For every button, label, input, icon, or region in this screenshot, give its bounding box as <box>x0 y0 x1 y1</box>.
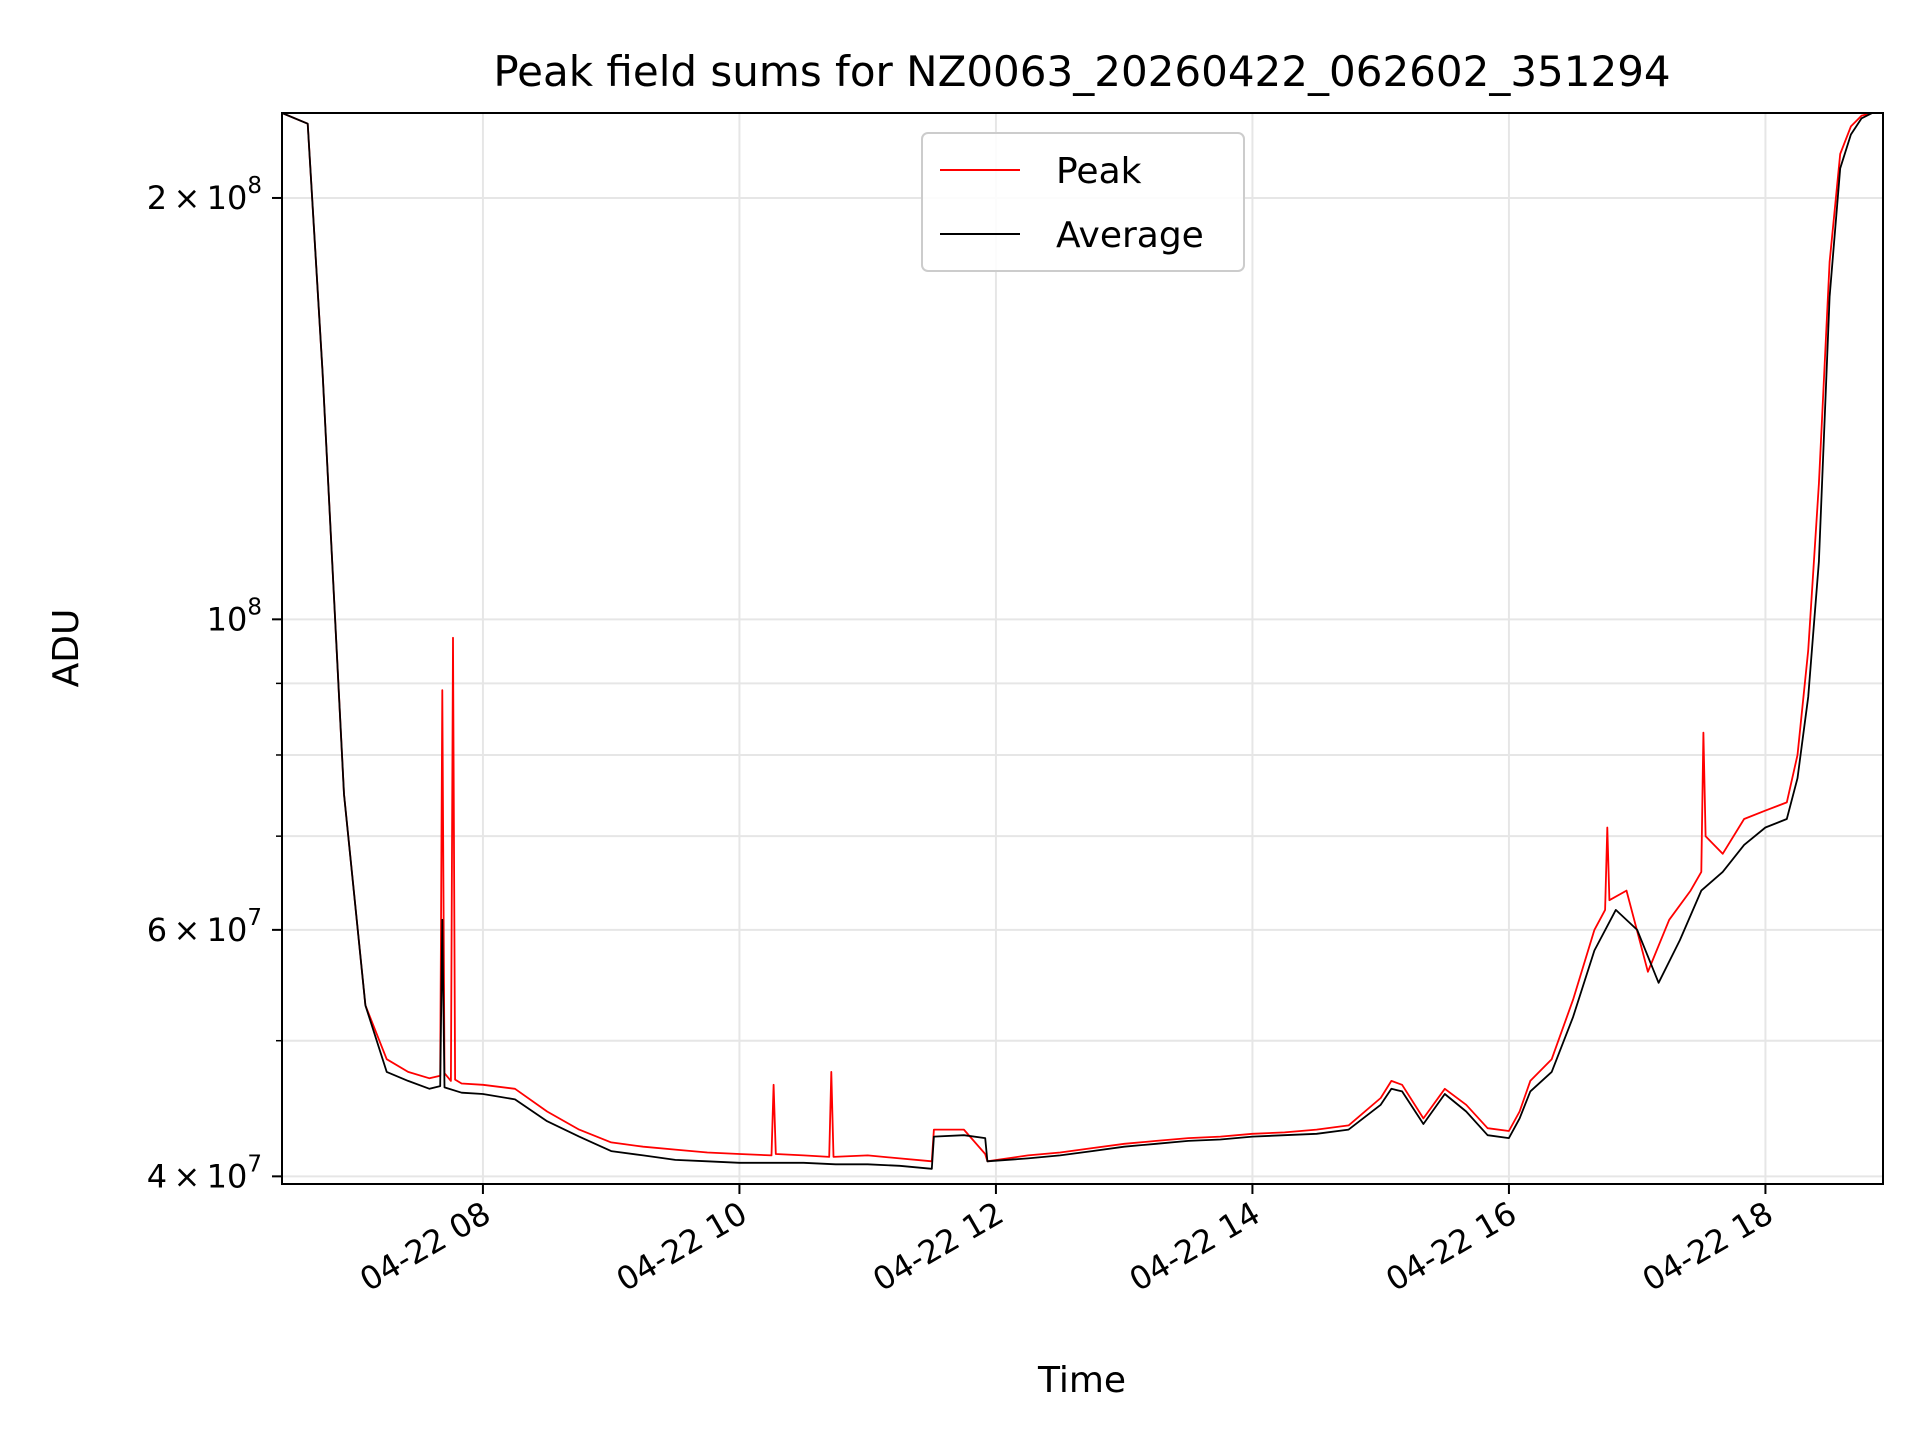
legend: Peak Average <box>921 132 1245 272</box>
series-lines <box>281 112 1883 1170</box>
y-tick-label: 4 × 107 <box>147 1151 262 1195</box>
legend-label-average: Average <box>1056 215 1204 256</box>
y-tick-label: 2 × 108 <box>147 173 262 217</box>
legend-box <box>921 132 1245 272</box>
y-tick-label: 6 × 107 <box>147 905 262 949</box>
y-axis: 4 × 107 6 × 107 108 2 × 108 <box>147 173 282 1195</box>
chart-title: Peak field sums for NZ0063_20260422_0626… <box>493 47 1670 96</box>
x-axis-label: Time <box>1037 1360 1126 1401</box>
series-line-average <box>281 112 1883 1170</box>
series-line-peak <box>281 112 1883 1163</box>
plot-frame <box>281 112 1884 1185</box>
legend-label-peak: Peak <box>1056 151 1142 192</box>
y-tick-label: 108 <box>207 594 262 638</box>
y-axis-label: ADU <box>46 609 87 688</box>
